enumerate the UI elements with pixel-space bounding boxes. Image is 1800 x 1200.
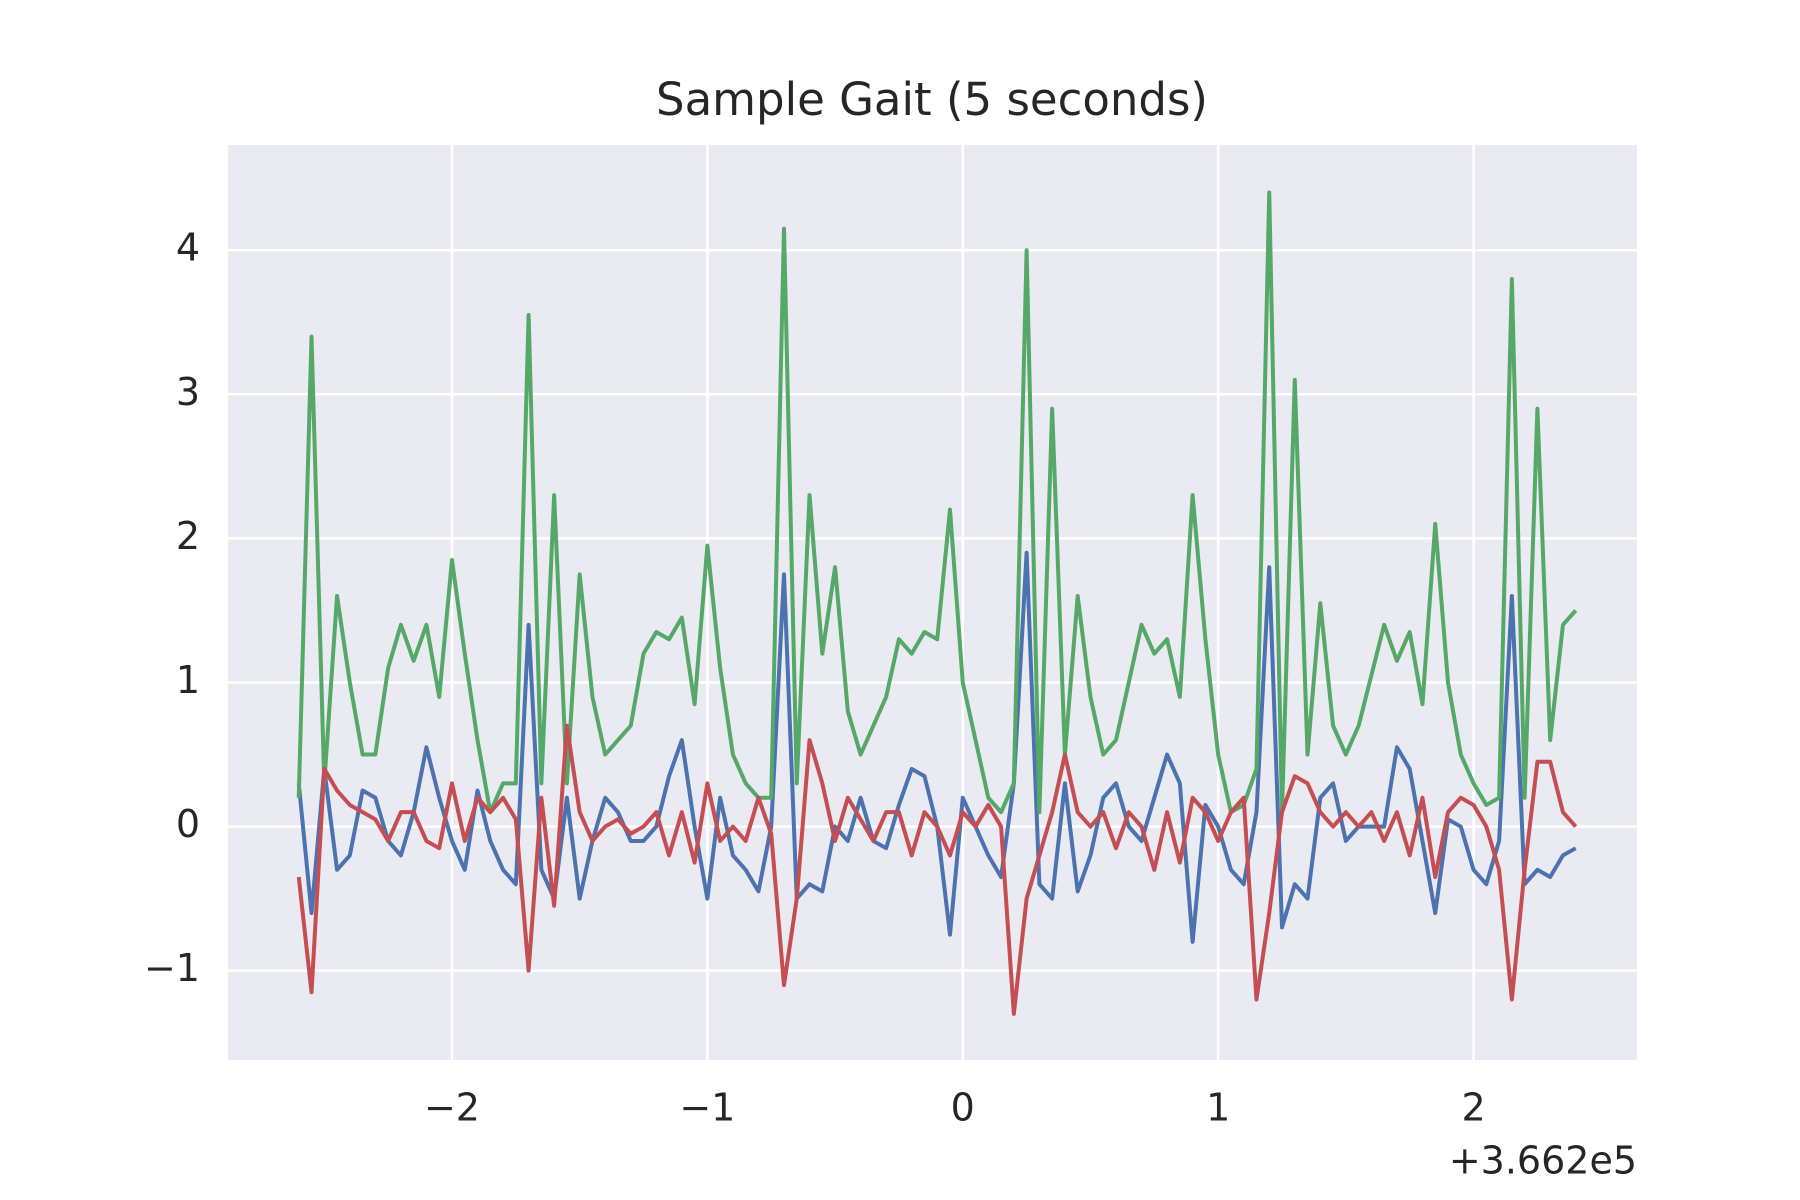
y-tick-label: −1: [144, 946, 200, 990]
y-tick-label: 2: [176, 514, 200, 558]
chart-title: Sample Gait (5 seconds): [656, 73, 1208, 126]
data-line: [296, 723, 1578, 1016]
x-tick-label: 1: [1206, 1086, 1230, 1130]
data-line: [296, 190, 1578, 815]
x-offset-label: +3.662e5: [1449, 1139, 1637, 1183]
x-tick-label: 2: [1461, 1086, 1485, 1130]
y-tick-label: 1: [176, 658, 200, 702]
x-tick-label: 0: [951, 1086, 975, 1130]
y-tick-label: 4: [176, 226, 200, 270]
x-tick-label: −1: [679, 1086, 735, 1130]
x-tick-label: −2: [424, 1086, 480, 1130]
y-tick-label: 0: [176, 802, 200, 846]
y-tick-label: 3: [176, 370, 200, 414]
plot-background: [228, 145, 1637, 1060]
